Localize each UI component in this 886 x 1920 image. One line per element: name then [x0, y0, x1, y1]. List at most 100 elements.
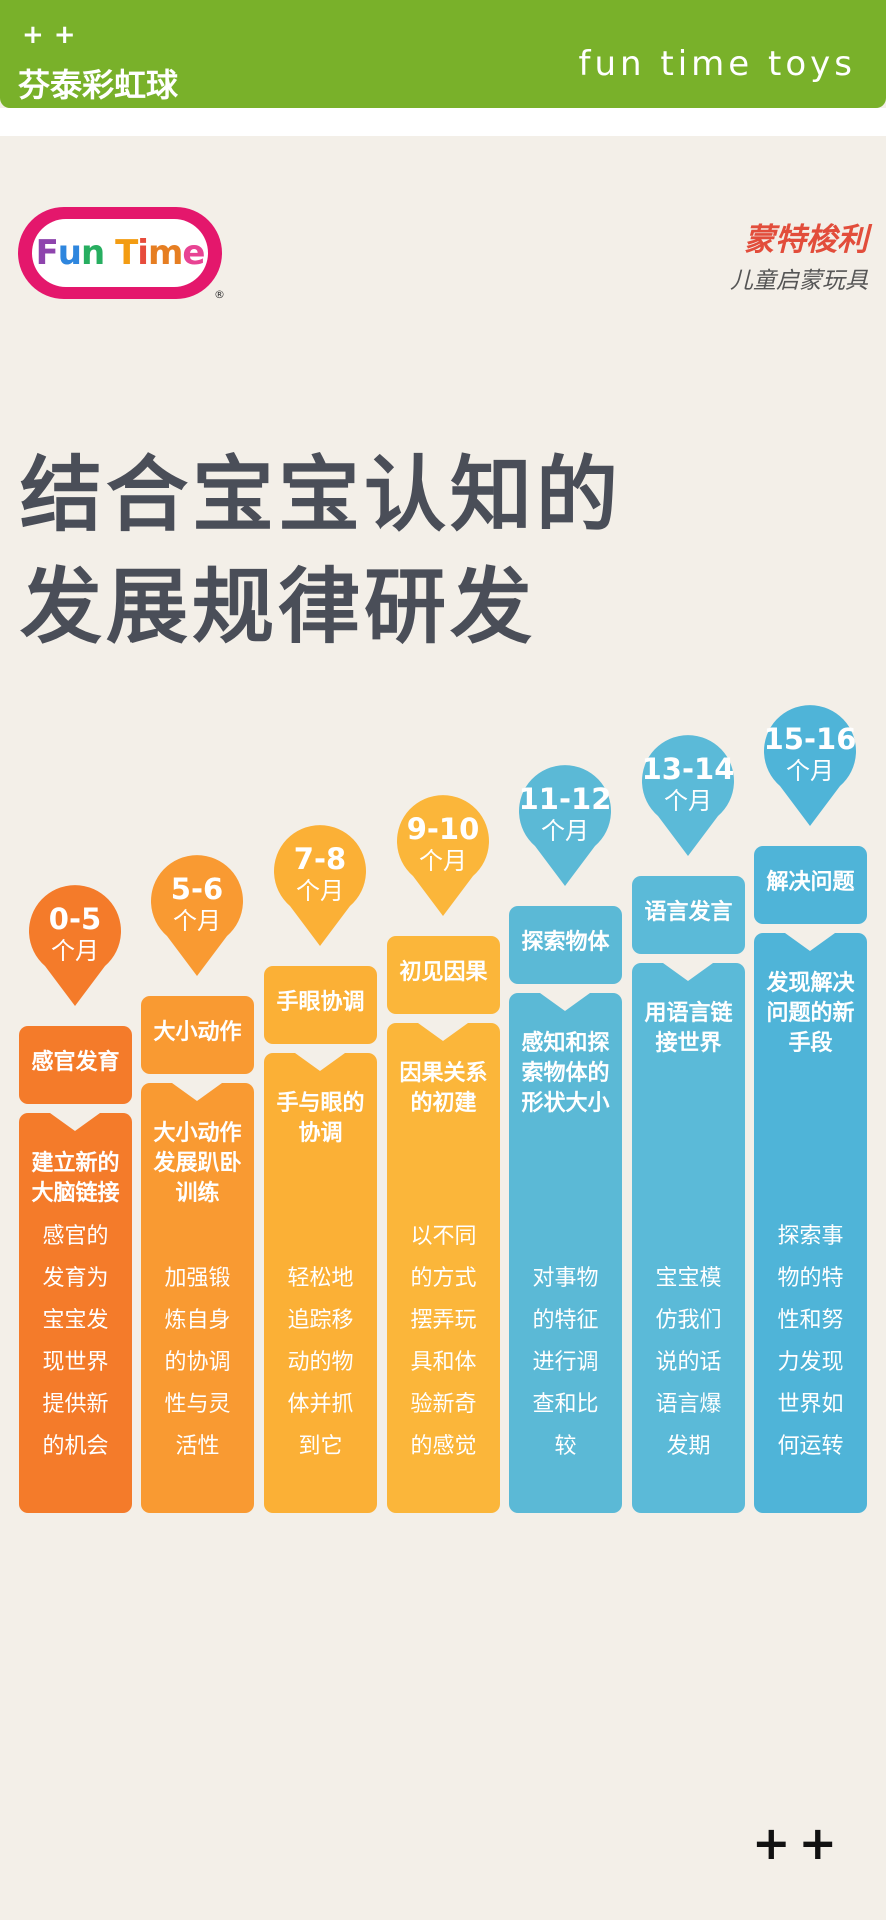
- subtitle-line: 问题的新: [766, 1001, 855, 1026]
- description-line: 的特征: [532, 1308, 599, 1333]
- chevron-down-icon: [418, 1023, 468, 1041]
- description-line: 性与灵: [164, 1392, 231, 1417]
- description-line: 发期: [666, 1434, 711, 1459]
- description-line: 感官的: [42, 1224, 109, 1249]
- age-range: 0-5: [48, 902, 102, 936]
- stage-column: 13-14 个月语言发言用语言链 接世界宝宝模 仿我们 说的话 语言爆 发期: [632, 734, 745, 1513]
- stage-description: 感官的发育为宝宝发现世界提供新的机会: [29, 1216, 122, 1468]
- stage-description: 加强锻炼自身的协调性与灵活性: [151, 1258, 244, 1468]
- subtitle-line: 大脑链接: [31, 1181, 120, 1206]
- age-range: 7-8: [293, 842, 347, 876]
- age-range: 11-12: [518, 782, 612, 816]
- description-line: 的方式: [410, 1266, 477, 1291]
- subtitle-line: 因果关系: [399, 1061, 488, 1086]
- description-line: 以不同: [410, 1224, 477, 1249]
- subtitle-line: 训练: [175, 1181, 220, 1206]
- stage-description: 宝宝模 仿我们 说的话 语言爆 发期: [642, 1258, 735, 1468]
- age-range: 15-16: [763, 722, 857, 756]
- stage-title: 大小动作: [141, 996, 254, 1074]
- stage-title: 解决问题: [754, 846, 867, 924]
- chevron-down-icon: [663, 963, 713, 981]
- stage-body: 因果关系 的初建 以不同 的方式 摆弄玩 具和体 验新奇 的感觉: [387, 1023, 500, 1513]
- age-pin: 7-8 个月: [272, 824, 368, 948]
- chevron-down-icon: [295, 1053, 345, 1071]
- description-line: 查和比: [532, 1392, 599, 1417]
- stage-column: 5-6 个月 大小动作 大小动作 发展趴卧 训练 加强锻 炼自身 的协调 性与灵 活性: [141, 854, 254, 1513]
- age-unit: 个月: [51, 937, 99, 965]
- description-line: 较: [554, 1434, 577, 1459]
- brand-chinese-name: 芬泰彩虹球: [18, 66, 179, 104]
- stage-subtitle: 用语言链 接世界: [636, 999, 741, 1059]
- stage-title: 感官发育: [19, 1026, 132, 1104]
- divider-strip: [0, 108, 886, 136]
- brand-english-name: fun time toys: [578, 44, 856, 84]
- age-pin: 9-10 个月: [395, 794, 491, 918]
- logo-letter: u: [57, 233, 82, 273]
- age-range: 13-14: [641, 752, 735, 786]
- stage-subtitle: 因果关系 的初建: [391, 1059, 496, 1119]
- age-range: 9-10: [406, 812, 480, 846]
- subtitle-line: 用语言链: [644, 1001, 733, 1026]
- description-line: 到它: [298, 1434, 343, 1459]
- stage-subtitle: 大小动作发展趴卧训练: [145, 1119, 250, 1209]
- description-line: 炼自身: [164, 1308, 231, 1333]
- age-pin: 5-6 个月: [149, 854, 245, 978]
- stage-column: 15-16 个月 解决问题 发现解决 问题的新 手段 探索事 物的特 性和努 力发现 世界如 何运转: [754, 704, 867, 1513]
- description-line: 进行调: [532, 1350, 599, 1375]
- description-line: 提供新: [42, 1392, 109, 1417]
- plus-marks: ++: [22, 20, 86, 50]
- stage-description: 对事物的特征进行调查和比较: [519, 1258, 612, 1468]
- logo-letter: n: [81, 233, 105, 273]
- description-line: 现世界: [42, 1350, 109, 1375]
- montessori-subtitle: 儿童启蒙玩具: [730, 268, 868, 294]
- subtitle-line: 发现解决: [766, 971, 855, 996]
- description-line: 加强锻: [164, 1266, 231, 1291]
- age-unit: 个月: [786, 757, 834, 785]
- subtitle-line: 协调: [298, 1121, 343, 1146]
- subtitle-line: 手段: [788, 1031, 833, 1056]
- description-line: 发育为: [42, 1266, 109, 1291]
- subtitle-line: 发展趴卧: [153, 1151, 242, 1176]
- top-banner: ++ 芬泰彩虹球 fun time toys: [0, 0, 886, 108]
- description-line: 的机会: [42, 1434, 109, 1459]
- logo-letter: i: [137, 233, 149, 273]
- description-line: 宝宝模: [655, 1266, 722, 1291]
- stage-subtitle: 感知和探 索物体的 形状大小: [513, 1029, 618, 1119]
- stage-title: 语言发言: [632, 876, 745, 954]
- age-unit: 个月: [664, 787, 712, 815]
- logo-letter: m: [147, 233, 183, 273]
- subtitle-line: 手与眼的: [276, 1091, 365, 1116]
- description-line: 体并抓: [287, 1392, 354, 1417]
- description-line: 追踪移: [287, 1308, 354, 1333]
- description-line: 活性: [175, 1434, 220, 1459]
- chevron-down-icon: [50, 1113, 100, 1131]
- logo-letter: T: [115, 233, 138, 273]
- subtitle-line: 形状大小: [521, 1091, 610, 1116]
- age-unit: 个月: [296, 877, 344, 905]
- subtitle-line: 感知和探: [521, 1031, 610, 1056]
- description-line: 动的物: [287, 1350, 354, 1375]
- stage-description: 轻松地追踪移动的物体并抓到它: [274, 1258, 367, 1468]
- stage-body: 建立新的 大脑链接 感官的 发育为 宝宝发 现世界 提供新 的机会: [19, 1113, 132, 1513]
- stage-title: 初见因果: [387, 936, 500, 1014]
- logo-letter: e: [182, 233, 205, 273]
- headline-line-1: 结合宝宝认知的: [20, 448, 623, 543]
- description-line: 性和努: [777, 1308, 844, 1333]
- headline-line-2: 发展规律研发: [20, 560, 537, 655]
- montessori-title: 蒙特梭利: [744, 222, 868, 258]
- subtitle-line: 的初建: [410, 1091, 477, 1116]
- logo-letter: [104, 233, 115, 273]
- chevron-down-icon: [540, 993, 590, 1011]
- chevron-down-icon: [785, 933, 835, 951]
- stage-column: 0-5 个月 感官发育 建立新的 大脑链接 感官的 发育为 宝宝发 现世界 提供新 的机会: [19, 884, 132, 1513]
- description-line: 轻松地: [287, 1266, 354, 1291]
- stage-body: 手与眼的协调轻松地追踪移动的物体并抓到它: [264, 1053, 377, 1513]
- description-line: 宝宝发: [42, 1308, 109, 1333]
- subtitle-line: 大小动作: [153, 1121, 242, 1146]
- description-line: 力发现: [777, 1350, 844, 1375]
- description-line: 对事物: [532, 1266, 599, 1291]
- stage-column: 9-10 个月 初见因果 因果关系 的初建 以不同 的方式 摆弄玩 具和体 验新奇 的感觉: [387, 794, 500, 1513]
- description-line: 的协调: [164, 1350, 231, 1375]
- age-range: 5-6: [170, 872, 224, 906]
